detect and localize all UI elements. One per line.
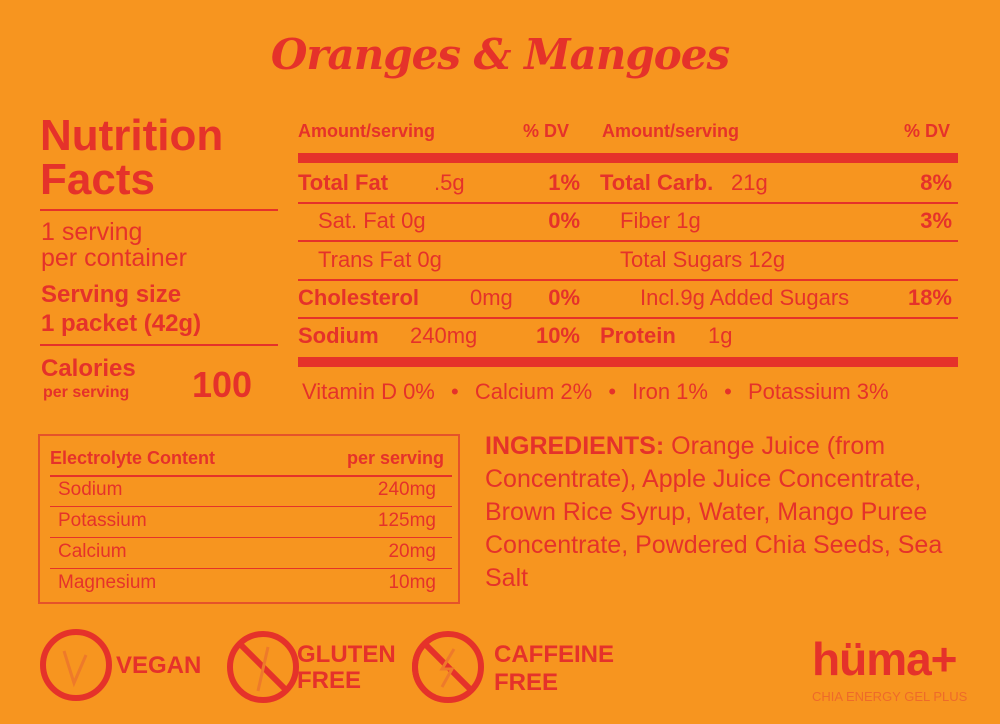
caffeine-label-1: CAFFEINE [494,641,614,668]
nutrient-dv: 18% [907,285,952,310]
hdr-amount-right: Amount/serving [602,121,740,141]
electrolyte-row: Magnesium 10mg [50,572,452,594]
iron: Iron 1% [632,379,708,404]
bullet: • [724,379,732,404]
nutrient-amount: 0mg [470,285,513,310]
nutrient-row: Cholesterol 0mg 0% Incl.9g Added Sugars 18% [298,285,958,315]
nutrient-row: Sodium 240mg 10% Protein 1g [298,323,958,353]
divider [298,202,958,204]
nutrient-name: Total Sugars 12g [620,247,786,272]
nutrient-name: Sodium [298,323,379,348]
servings-per-container: 1 serving [41,218,143,246]
bullet: • [451,379,459,404]
nutrient-amount: .5g [434,170,465,195]
vegan-icon [40,629,112,701]
calories-sub: per serving [43,384,130,401]
nutrient-name: Protein [600,323,676,348]
nutrient-amount: 21g [731,170,768,195]
nutrient-amount: 1g [708,323,733,348]
hdr-dv-right: % DV [903,121,950,141]
ingredients-label: INGREDIENTS: [485,432,665,460]
ingredients: INGREDIENTS: Orange Juice (from Concentr… [485,430,975,595]
electrolyte-value: 10mg [388,572,436,593]
divider [50,568,452,569]
electrolyte-value: 240mg [377,479,436,500]
electrolyte-name: Calcium [58,541,127,562]
logo-tagline: CHIA ENERGY GEL PLUS [812,689,968,704]
gluten-label-1: GLUTEN [297,641,396,668]
calories-value: 100 [192,364,253,405]
nutrition-facts-heading: Nutrition Facts [40,111,224,204]
nutrient-dv: 8% [920,170,952,195]
caffeine-free-icon [412,631,484,703]
potassium: Potassium 3% [747,379,889,404]
calories-label: Calories [41,355,136,382]
electrolyte-row: Calcium 20mg [50,541,452,563]
nutrient-name: Fiber 1g [620,208,701,233]
electrolyte-header-right: per serving [346,448,444,468]
bullet: • [608,379,617,404]
caffeine-label-2: FREE [494,669,559,696]
electrolyte-name: Magnesium [58,572,157,593]
electrolyte-table: Electrolyte Content per serving Sodium 24… [38,434,460,604]
electrolyte-row: Sodium 240mg [50,479,452,501]
nutrient-dv: 1% [548,170,580,195]
nutrient-name: Total Carb. [600,170,714,195]
ingredients-text: Orange Juice (from Concentrate), Apple J… [485,432,943,592]
nutrient-dv: 0% [548,208,580,233]
nutrient-dv: 0% [548,285,580,310]
nutrient-dv: 10% [535,323,580,348]
electrolyte-value: 125mg [377,510,436,531]
nutrient-name: Sat. Fat 0g [318,208,426,233]
divider [40,209,278,211]
electrolyte-value: 20mg [388,541,436,562]
divider [298,240,958,242]
gluten-label-2: FREE [297,667,362,694]
nutrient-dv: 3% [920,208,952,233]
serving-size-label: Serving size [41,281,182,308]
divider [50,475,452,477]
servings-per-container-2: per container [41,244,187,272]
electrolyte-row: Potassium 125mg [50,510,452,532]
thick-divider [298,153,958,163]
vegan-label: VEGAN [116,652,202,679]
divider [40,344,278,346]
divider [50,537,452,538]
product-title: Oranges & Mangoes [270,30,730,79]
divider [298,317,958,319]
vitamin-d: Vitamin D 0% [302,379,435,404]
hdr-dv-left: % DV [523,121,570,141]
gluten-free-icon [227,631,299,703]
divider [298,279,958,281]
thick-divider [298,357,958,367]
nutrient-row: Sat. Fat 0g 0% Fiber 1g 3% [298,208,958,238]
hdr-amount-left: Amount/serving [298,121,436,141]
divider [50,506,452,507]
nutrient-row: Total Fat .5g 1% Total Carb. 21g 8% [298,170,958,200]
electrolyte-header: Electrolyte Content [50,448,216,468]
serving-size: 1 packet (42g) [41,310,202,337]
nutrient-name: Total Fat [298,170,389,195]
calcium: Calcium 2% [474,379,593,404]
nutrient-row: Trans Fat 0g Total Sugars 12g [298,247,958,277]
nutrient-name: Cholesterol [298,285,420,310]
nutrient-amount: 240mg [410,323,478,348]
vitamins-line: Vitamin D 0% • Calcium 2% • Iron 1% • Po… [302,379,889,405]
nutrient-name: Incl.9g Added Sugars [640,285,850,310]
electrolyte-name: Sodium [58,479,123,500]
huma-logo: hüma+ [812,633,958,685]
electrolyte-name: Potassium [58,510,147,531]
nutrient-name: Trans Fat 0g [318,247,442,272]
